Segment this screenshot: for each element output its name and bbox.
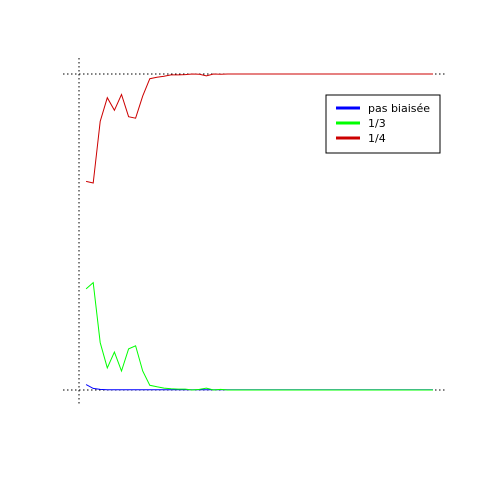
series-line-1-3 xyxy=(85,281,433,391)
legend: pas biaisée 1/3 1/4 xyxy=(325,94,441,154)
series-line-1-4 xyxy=(85,73,433,184)
series-layer xyxy=(85,73,433,391)
legend-label-1-3: 1/3 xyxy=(368,117,386,130)
legend-label-1-4: 1/4 xyxy=(368,132,386,145)
legend-label-pas-biaisee: pas biaisée xyxy=(368,102,430,115)
reference-lines xyxy=(63,58,446,405)
series-line-pas-biaisee xyxy=(85,384,433,391)
